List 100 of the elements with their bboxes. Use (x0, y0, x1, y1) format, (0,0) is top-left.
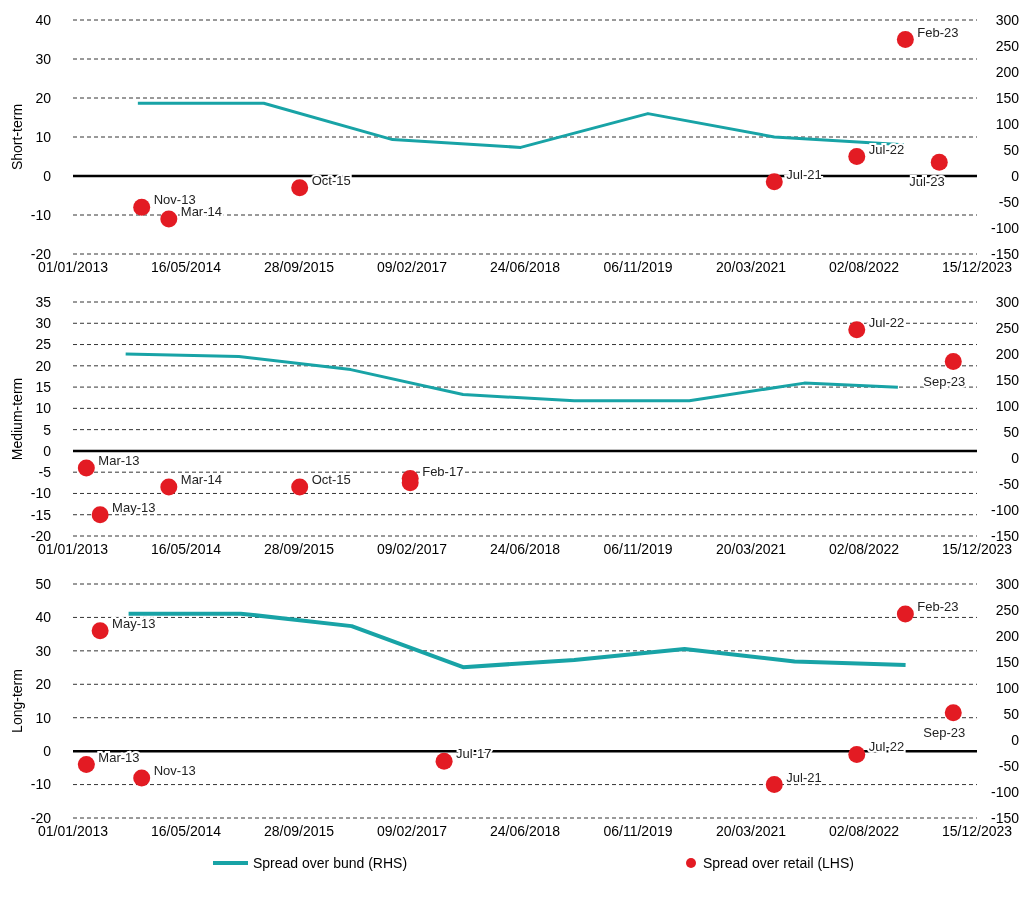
y-tick-label: 30 (35, 315, 52, 332)
y-tick-label: 20 (35, 89, 52, 106)
y2-tick-label: 100 (995, 679, 1020, 696)
line-series (124, 352, 900, 403)
point (291, 478, 309, 496)
x-tick-label: 16/05/2014 (150, 541, 222, 557)
point (944, 704, 962, 722)
point (91, 506, 109, 524)
point (160, 210, 178, 228)
y-tick-label: 10 (35, 709, 52, 726)
annotation: May-13 (112, 499, 156, 515)
x-tick-label: 02/08/2022 (828, 541, 900, 557)
annotation: Mar-13 (98, 749, 140, 765)
y2-tick-label: -50 (998, 757, 1020, 774)
y-tick-label: 35 (35, 293, 52, 310)
annotation: Jul-21 (786, 769, 822, 785)
y-tick-label: -15 (30, 506, 52, 523)
x-tick-label: 06/11/2019 (603, 823, 673, 839)
y2-tick-label: 100 (995, 397, 1020, 414)
y2-tick-label: 0 (1011, 449, 1020, 466)
x-tick-label: 02/08/2022 (828, 823, 900, 839)
x-tick-label: 24/06/2018 (489, 259, 561, 275)
y2-tick-label: -50 (998, 475, 1020, 492)
annotation: Feb-23 (917, 599, 959, 615)
y-tick-label: 50 (35, 575, 52, 592)
y-tick-label: 40 (35, 609, 52, 626)
x-tick-label: 20/03/2021 (715, 259, 787, 275)
y2-tick-label: -150 (990, 245, 1020, 262)
x-tick-label: 06/11/2019 (603, 541, 673, 557)
x-tick-label: 15/12/2023 (941, 541, 1013, 557)
y-tick-label: 15 (35, 378, 52, 395)
y-tick-label: -5 (38, 464, 52, 481)
point (848, 745, 866, 763)
x-tick-label: 24/06/2018 (489, 541, 561, 557)
y-tick-label: 25 (35, 336, 52, 353)
y2-tick-label: 200 (995, 63, 1020, 80)
y-tick-label: -20 (30, 245, 52, 262)
annotation: Sep-23 (923, 373, 966, 389)
x-tick-label: 02/08/2022 (828, 259, 900, 275)
point (765, 173, 783, 191)
y2-tick-label: -50 (998, 193, 1020, 210)
y2-tick-label: 150 (995, 371, 1020, 388)
y2-tick-label: -100 (990, 783, 1020, 800)
x-tick-label: 28/09/2015 (263, 259, 335, 275)
annotation: Oct-15 (311, 172, 351, 188)
y2-tick-label: 150 (995, 653, 1020, 670)
y-tick-label: 30 (35, 642, 52, 659)
y2-tick-label: -150 (990, 809, 1020, 826)
y-tick-label: 10 (35, 128, 52, 145)
x-tick-label: 09/02/2017 (376, 541, 448, 557)
y2-tick-label: 300 (995, 575, 1020, 592)
y-tick-label: 20 (35, 676, 52, 693)
x-tick-label: 28/09/2015 (263, 541, 335, 557)
point (930, 153, 948, 171)
legend-label: Spread over bund (RHS) (253, 855, 408, 871)
y2-tick-label: -100 (990, 501, 1020, 518)
y-tick-label: 20 (35, 357, 52, 374)
point (896, 605, 914, 623)
x-tick-label: 06/11/2019 (603, 259, 673, 275)
y2-tick-label: 0 (1011, 731, 1020, 748)
x-tick-label: 09/02/2017 (376, 823, 448, 839)
point (435, 752, 453, 770)
x-tick-label: 01/01/2013 (37, 541, 109, 557)
y2-tick-label: 150 (995, 89, 1020, 106)
y-axis-title: Medium-term (9, 377, 25, 461)
x-tick-label: 15/12/2023 (941, 259, 1013, 275)
x-tick-label: 01/01/2013 (37, 259, 109, 275)
annotation: Oct-15 (311, 472, 351, 488)
annotation: Jul-22 (868, 141, 905, 157)
y2-tick-label: 200 (995, 627, 1020, 644)
y-axis-title: Long-term (9, 669, 25, 733)
y-tick-label: -10 (30, 206, 52, 223)
x-tick-label: 20/03/2021 (715, 823, 787, 839)
point (77, 459, 95, 477)
point (291, 179, 309, 197)
y2-tick-label: 50 (1003, 705, 1020, 722)
y2-tick-label: -150 (990, 527, 1020, 544)
y2-tick-label: 250 (995, 601, 1020, 618)
y-tick-label: 0 (43, 442, 52, 459)
y2-tick-label: -100 (990, 219, 1020, 236)
point (160, 478, 178, 496)
legend-label: Spread over retail (LHS) (703, 855, 854, 871)
annotation: Sep-23 (923, 724, 966, 740)
y-tick-label: -20 (30, 809, 52, 826)
y-tick-label: 0 (43, 167, 52, 184)
x-tick-label: 16/05/2014 (150, 259, 222, 275)
point (91, 622, 109, 640)
y2-tick-label: 50 (1003, 423, 1020, 440)
x-tick-label: 16/05/2014 (150, 823, 222, 839)
x-tick-label: 15/12/2023 (941, 823, 1013, 839)
x-tick-label: 28/09/2015 (263, 823, 335, 839)
annotation: Feb-23 (917, 24, 959, 40)
x-tick-label: 24/06/2018 (489, 823, 561, 839)
point (848, 148, 866, 165)
y2-tick-label: 250 (995, 319, 1020, 336)
point (133, 198, 151, 216)
y-tick-label: -10 (30, 776, 52, 793)
y-tick-label: 10 (35, 400, 52, 417)
point (133, 769, 151, 787)
point (896, 31, 914, 48)
